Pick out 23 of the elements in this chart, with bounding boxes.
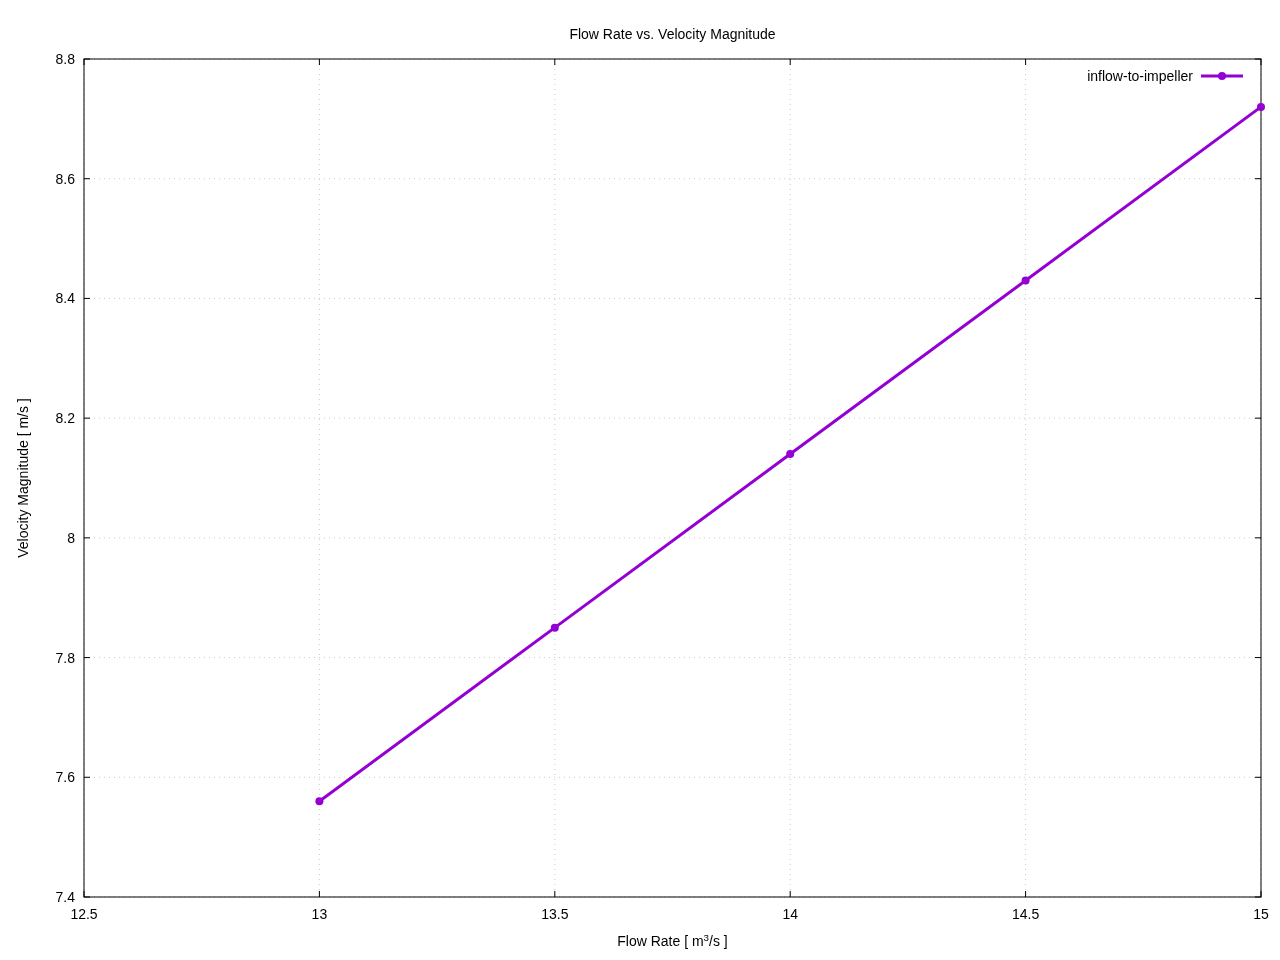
point	[315, 797, 324, 806]
y-tick-label: 8.4	[55, 290, 76, 307]
y-tick-label: 8.2	[55, 410, 76, 427]
x-tick-label: 12.5	[70, 906, 98, 922]
y-tick-label: 8	[67, 529, 76, 546]
y-axis-title: Velocity Magnitude [ m/s ]	[15, 398, 31, 558]
y-tick-label: 8.8	[55, 51, 76, 67]
point	[1021, 276, 1030, 285]
point	[786, 450, 795, 459]
point	[1257, 102, 1265, 111]
y-tick-label: 7.8	[55, 649, 76, 666]
x-tick-label: 15	[1253, 906, 1269, 922]
point	[550, 623, 559, 632]
y-tick-label: 7.4	[55, 889, 76, 905]
y-tick-label: 8.6	[55, 170, 76, 187]
x-axis-title: Flow Rate [ m$^{3}$/s ]	[617, 931, 728, 949]
chart-title: Flow Rate vs. Velocity Magnitude	[569, 26, 776, 42]
x-tick-label: 13	[311, 906, 328, 922]
legend-label: inflow-to-impeller	[1087, 68, 1194, 84]
x-tick-label: 14.5	[1011, 906, 1040, 922]
x-tick-label: 14	[782, 906, 799, 922]
y-tick-label: 7.6	[55, 769, 76, 786]
x-tick-label: 13.5	[541, 906, 569, 922]
